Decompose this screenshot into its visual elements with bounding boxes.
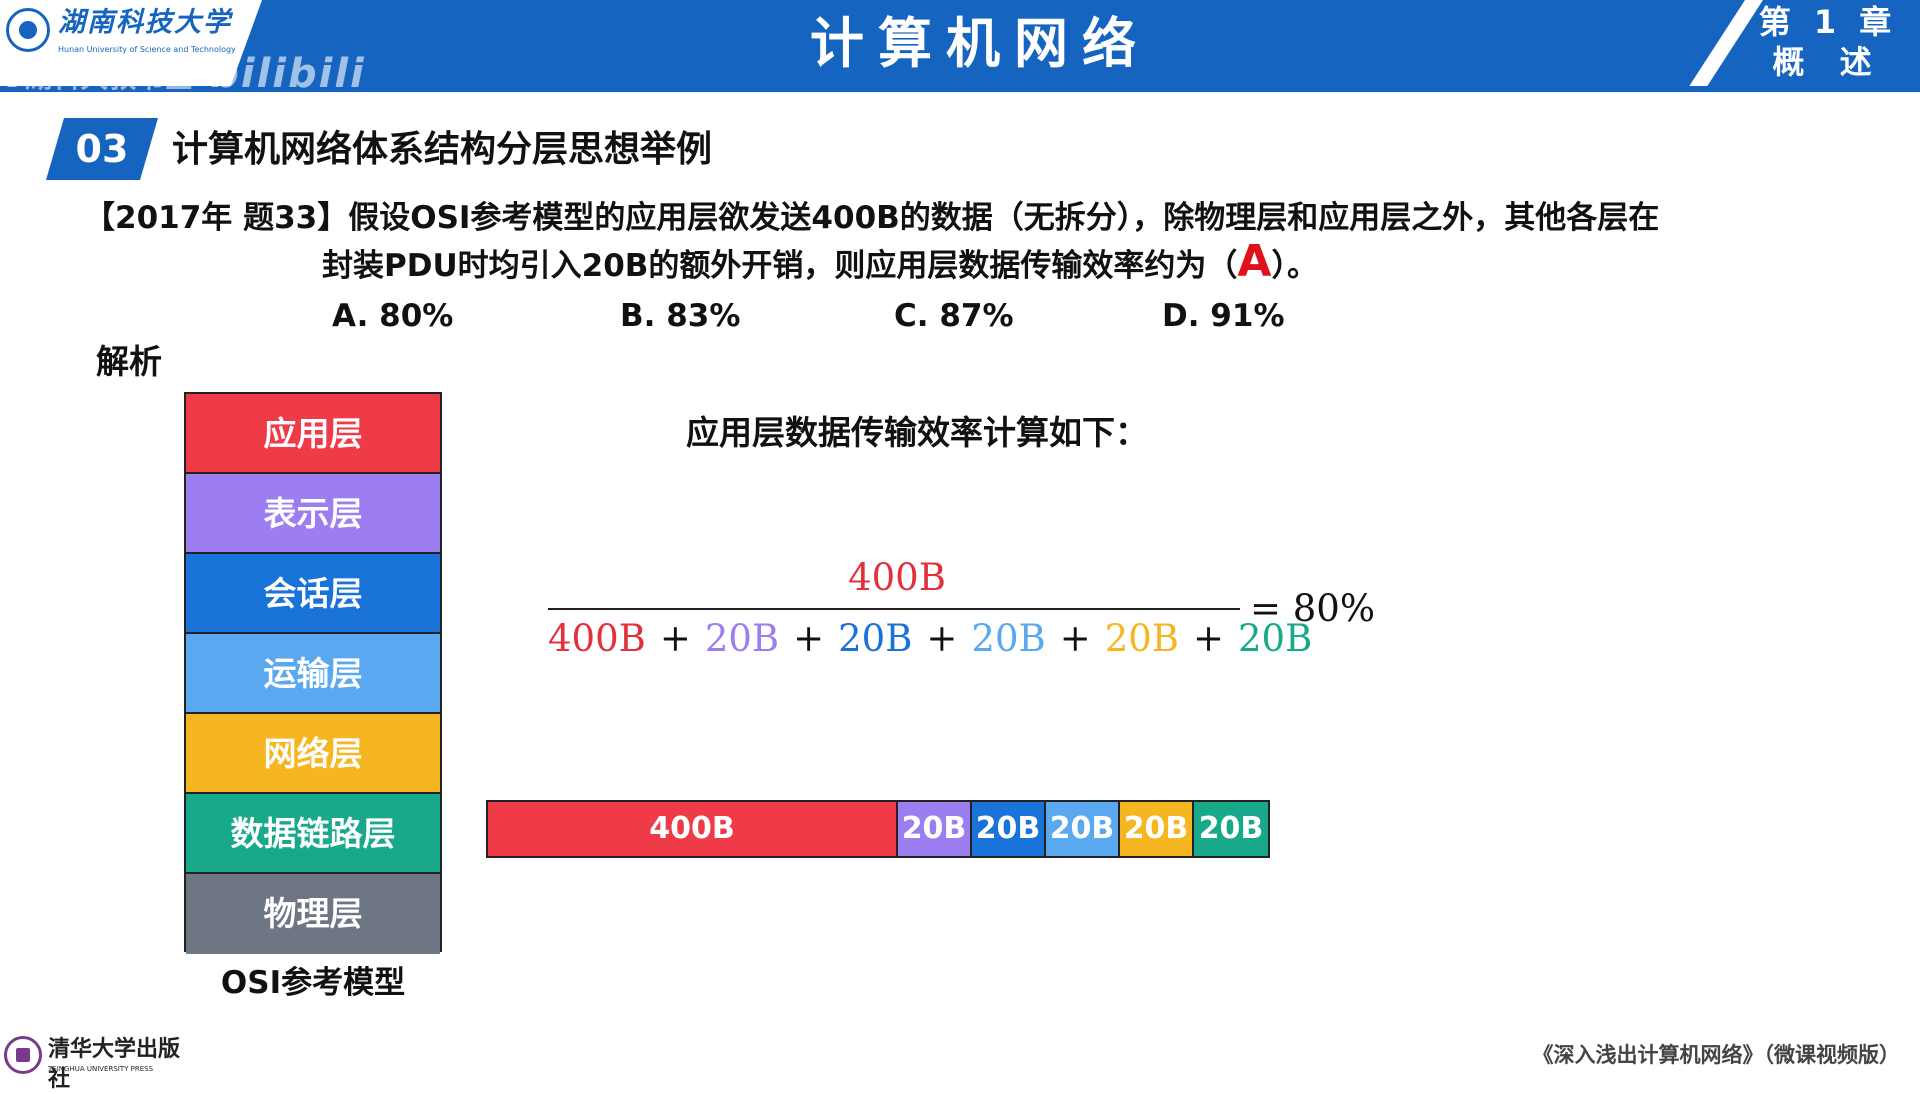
plus-operator: +: [926, 617, 958, 660]
osi-model-stack: 应用层 表示层 会话层 运输层 网络层 数据链路层 物理层: [184, 392, 442, 954]
analysis-label: 解析: [96, 342, 162, 381]
header-banner: [230, 0, 1745, 88]
packet-header-segment: 20B: [1194, 802, 1268, 856]
header-stripe: [0, 86, 1920, 92]
publisher-name: 清华大学出版社: [48, 1036, 181, 1092]
packet-header-segment: 20B: [1046, 802, 1120, 856]
efficiency-result: = 80%: [1250, 587, 1376, 630]
chapter-name: 概 述: [1772, 43, 1884, 81]
denominator-term: 20B: [1238, 617, 1313, 660]
answer-letter: A: [1237, 236, 1272, 287]
chapter-label: 第 1 章: [1758, 3, 1898, 41]
plus-operator: +: [793, 617, 825, 660]
packet-header-segment: 20B: [972, 802, 1046, 856]
denominator-term: 20B: [1104, 617, 1179, 660]
calculation-heading: 应用层数据传输效率计算如下：: [686, 413, 1148, 452]
course-title: 计算机网络: [810, 12, 1150, 75]
watermark-icon: ▪: [6, 71, 19, 92]
question-line-2-text: 封装PDU时均引入20B的额外开销，则应用层数据传输效率约为（: [322, 248, 1238, 284]
option-b: B. 83%: [620, 298, 741, 334]
packet-header-segment: 20B: [898, 802, 972, 856]
plus-operator: +: [1059, 617, 1091, 660]
watermark: ▪ 湖科大教书匠 bilibili: [6, 54, 426, 94]
osi-layer: 表示层: [186, 474, 440, 554]
osi-model-caption: OSI参考模型: [220, 965, 406, 1001]
university-name-en: Hunan University of Science and Technolo…: [58, 45, 236, 54]
fraction-denominator: 400B +20B +20B +20B +20B +20B: [548, 612, 1312, 666]
packet-header-segment: 20B: [1120, 802, 1194, 856]
denominator-term: 20B: [971, 617, 1046, 660]
fraction-numerator: 400B: [848, 556, 946, 599]
section-title: 计算机网络体系结构分层思想举例: [172, 129, 713, 170]
osi-layer: 会话层: [186, 554, 440, 634]
osi-layer: 应用层: [186, 394, 440, 474]
fraction-line: [548, 608, 1240, 610]
publisher-emblem-icon: [4, 1036, 42, 1074]
osi-layer: 数据链路层: [186, 794, 440, 874]
packet-bar: 400B 20B 20B 20B 20B 20B: [486, 800, 1270, 858]
university-emblem-icon: [6, 8, 50, 52]
question-line-1: 【2017年 题33】假设OSI参考模型的应用层欲发送400B的数据（无拆分），…: [84, 200, 1660, 236]
plus-operator: +: [659, 617, 691, 660]
book-title: 《深入浅出计算机网络》（微课视频版）: [1532, 1043, 1901, 1067]
osi-layer: 运输层: [186, 634, 440, 714]
option-d: D. 91%: [1162, 298, 1285, 334]
chapter-box: 第 1 章 概 述: [1748, 2, 1908, 86]
question-line-2: 封装PDU时均引入20B的额外开销，则应用层数据传输效率约为（A）。: [322, 240, 1422, 290]
packet-data-segment: 400B: [488, 802, 898, 856]
section-number-badge: 03: [46, 118, 158, 180]
option-a: A. 80%: [332, 298, 454, 334]
watermark-text: 湖科大教书匠: [24, 61, 193, 94]
publisher-name-en: TSINGHUA UNIVERSITY PRESS: [48, 1065, 154, 1073]
denominator-term: 20B: [838, 617, 913, 660]
osi-layer: 网络层: [186, 714, 440, 794]
university-name: 湖南科技大学: [58, 7, 232, 38]
watermark-brand: bilibili: [210, 51, 366, 97]
osi-layer: 物理层: [186, 874, 440, 954]
plus-operator: +: [1193, 617, 1225, 660]
denominator-term: 400B: [548, 617, 646, 660]
question-line-2-end: ）。: [1271, 248, 1318, 284]
option-c: C. 87%: [894, 298, 1014, 334]
denominator-term: 20B: [704, 617, 780, 660]
